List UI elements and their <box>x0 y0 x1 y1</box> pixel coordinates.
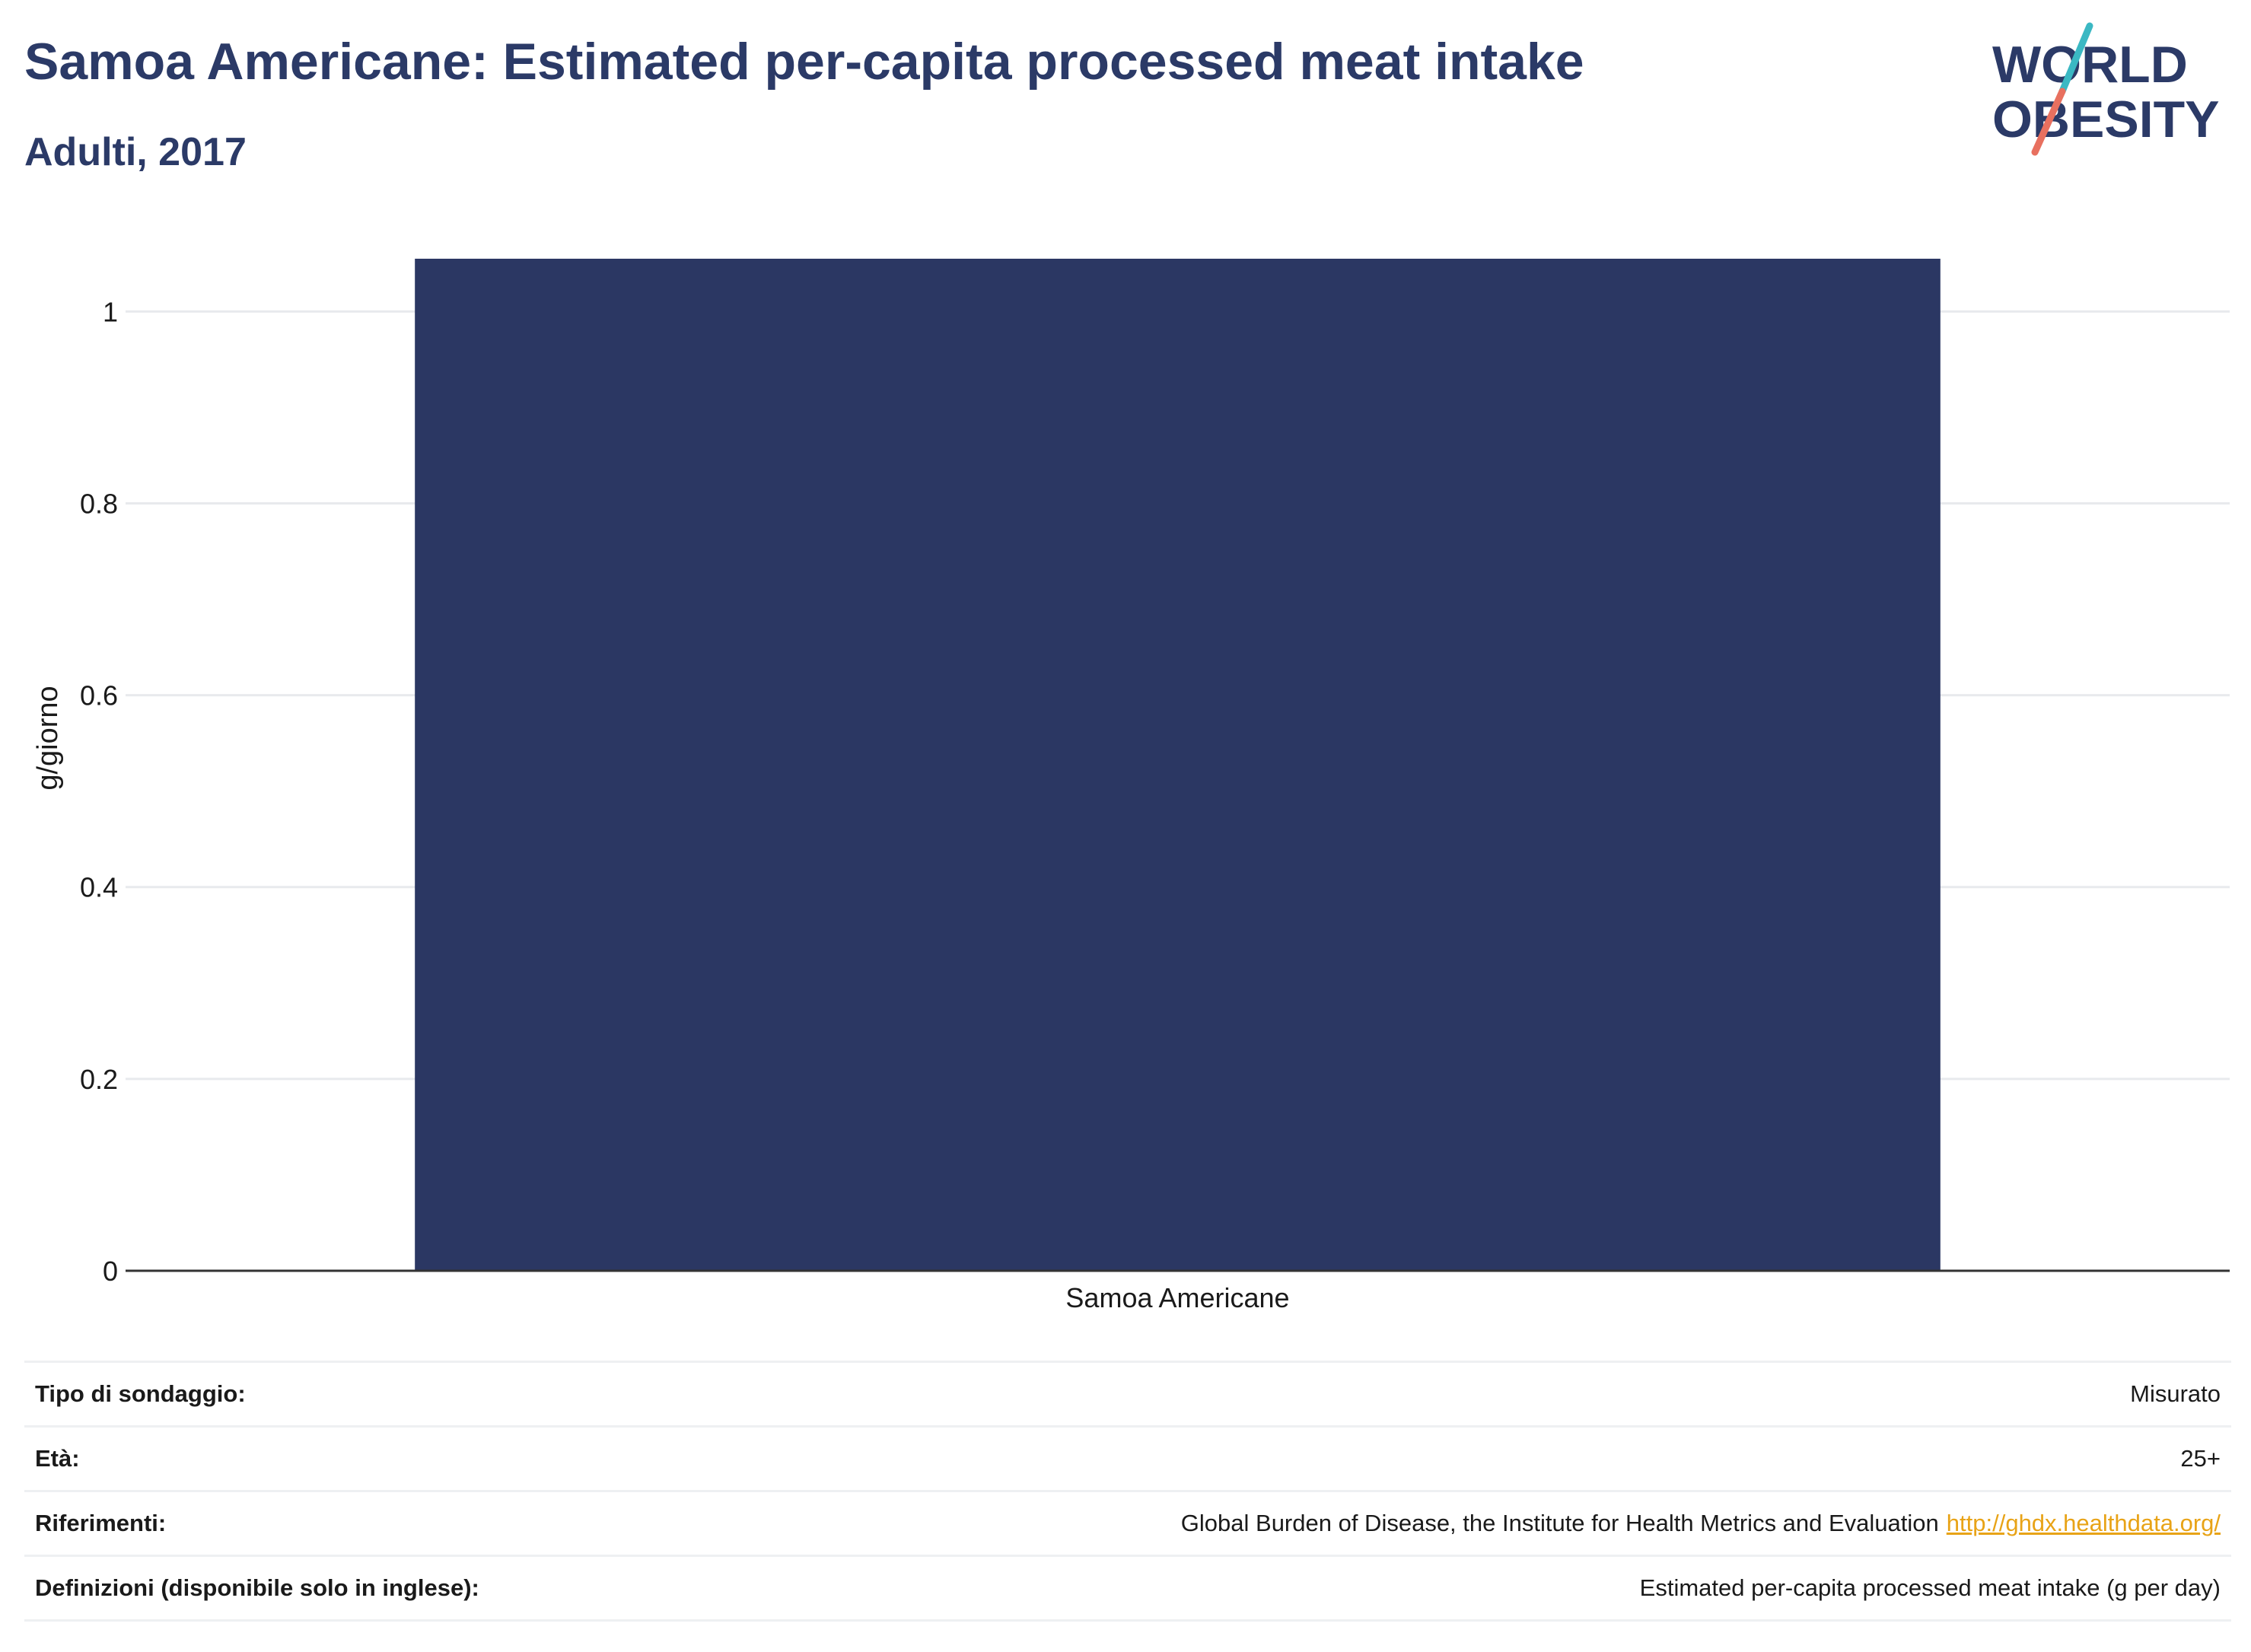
logo-text-world: WORLD <box>1992 36 2188 94</box>
info-value: Estimated per-capita processed meat inta… <box>1640 1574 2231 1602</box>
info-label: Età: <box>35 1445 80 1472</box>
info-value-text: 25+ <box>2180 1445 2221 1472</box>
bar-chart: 0 0.2 0.4 0.6 0.8 1 Samoa Americane g/giorno <box>32 259 2230 1313</box>
info-row: Riferimenti: Global Burden of Disease, th… <box>24 1490 2231 1555</box>
info-table: Tipo di sondaggio: Misurato Età: 25+ Riferim… <box>24 1361 2231 1622</box>
y-tick-label: 0.4 <box>80 872 118 903</box>
info-label: Definizioni (disponibile solo in inglese… <box>35 1574 479 1601</box>
y-tick-label: 1 <box>103 296 118 327</box>
info-value-text: Global Burden of Disease, the Institute … <box>1180 1510 1939 1536</box>
logo-slash-top <box>2058 22 2093 95</box>
y-tick-label: 0.6 <box>80 680 118 711</box>
info-value-text: Misurato <box>2130 1380 2221 1407</box>
info-value-text: Estimated per-capita processed meat inta… <box>1639 1574 2221 1601</box>
info-row: Definizioni (disponibile solo in inglese… <box>24 1555 2231 1622</box>
info-row: Tipo di sondaggio: Misurato <box>24 1361 2231 1425</box>
y-axis-title: g/giorno <box>32 686 64 790</box>
world-obesity-logo[interactable]: WORLD OBESITY <box>1979 15 2237 167</box>
chart-subtitle: Adulti, 2017 <box>24 130 247 174</box>
info-value: 25+ <box>2180 1445 2231 1472</box>
chart-title: Samoa Americane: Estimated per-capita pr… <box>24 33 1584 91</box>
x-tick-label: Samoa Americane <box>1065 1282 1289 1313</box>
info-row: Età: 25+ <box>24 1425 2231 1490</box>
y-tick-label: 0.8 <box>80 488 118 519</box>
reference-link[interactable]: http://ghdx.healthdata.org/ <box>1946 1510 2221 1536</box>
info-value: Misurato <box>2130 1380 2231 1408</box>
bars <box>415 259 1941 1271</box>
logo-text-obesity: OBESITY <box>1992 91 2220 148</box>
axes: 0 0.2 0.4 0.6 0.8 1 Samoa Americane <box>80 296 2230 1313</box>
logo-slash-bottom <box>2031 88 2066 156</box>
y-tick-label: 0.2 <box>80 1064 118 1095</box>
info-label: Tipo di sondaggio: <box>35 1380 246 1407</box>
info-label: Riferimenti: <box>35 1510 167 1536</box>
info-value: Global Burden of Disease, the Institute … <box>1181 1510 2231 1537</box>
bar-samoa-americane[interactable] <box>415 259 1941 1271</box>
y-tick-label: 0 <box>103 1256 118 1287</box>
